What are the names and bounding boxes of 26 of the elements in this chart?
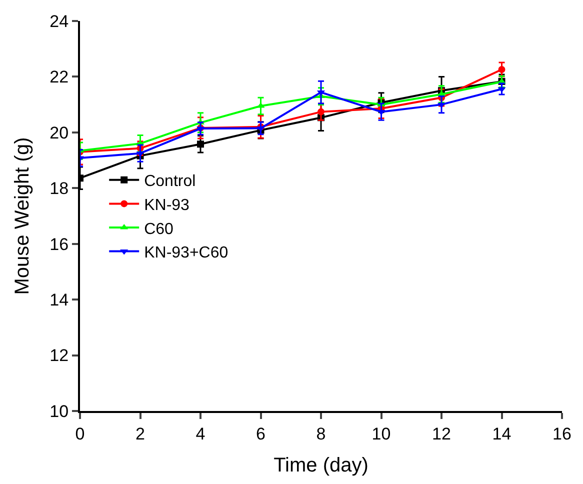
point [498,66,506,73]
x-tick-label: 12 [432,424,451,444]
x-tick-label: 8 [316,424,326,444]
x-tick-label: 0 [75,424,85,444]
x-tick-label: 4 [196,424,206,444]
y-tick-label: 18 [50,179,69,198]
legend-label: KN-93 [144,196,190,214]
y-axis-title: Mouse Weight (g) [12,137,34,295]
x-tick-label: 6 [256,424,266,444]
y-tick-label: 20 [50,123,69,142]
y-tick-label: 16 [50,234,69,254]
legend-label: Control [144,173,196,190]
y-tick-label: 12 [50,346,69,366]
legend-label: KN-93+C60 [144,244,228,262]
x-tick-label: 14 [492,424,512,444]
x-axis-title: Time (day) [274,454,368,476]
y-tick-label: 22 [50,68,69,87]
x-tick-label: 16 [552,424,572,444]
legend-label: C60 [144,220,174,238]
x-tick-label: 2 [136,424,145,444]
y-tick-label: 14 [50,290,69,310]
y-tick-label: 10 [50,402,69,421]
point [318,108,324,116]
point [197,140,204,148]
y-tick-label: 24 [50,12,69,31]
x-tick-label: 10 [372,424,391,444]
